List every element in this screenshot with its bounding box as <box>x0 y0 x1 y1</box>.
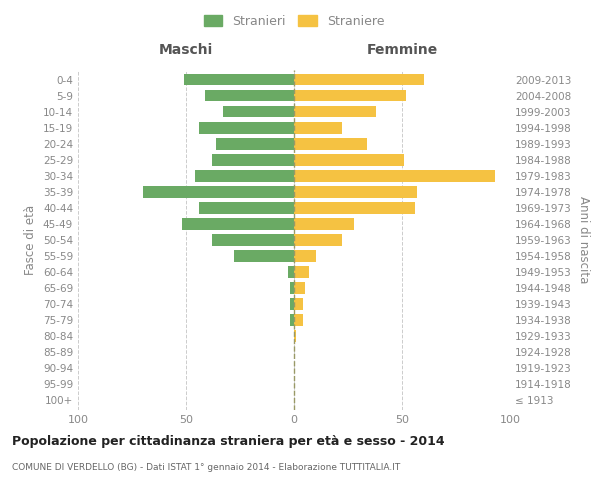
Bar <box>212 154 294 166</box>
Bar <box>294 330 296 342</box>
Bar <box>205 90 294 102</box>
Y-axis label: Fasce di età: Fasce di età <box>25 205 37 275</box>
Bar <box>290 314 294 326</box>
Bar <box>199 202 294 213</box>
Bar <box>294 170 495 181</box>
Bar <box>233 250 294 262</box>
Bar <box>184 74 294 86</box>
Bar <box>294 154 404 166</box>
Bar <box>294 74 424 86</box>
Bar <box>143 186 294 198</box>
Bar <box>199 122 294 134</box>
Bar <box>290 282 294 294</box>
Bar <box>294 298 302 310</box>
Text: Femmine: Femmine <box>367 44 437 58</box>
Bar <box>294 314 302 326</box>
Bar <box>216 138 294 149</box>
Bar <box>194 170 294 181</box>
Y-axis label: Anni di nascita: Anni di nascita <box>577 196 590 284</box>
Bar <box>294 218 355 230</box>
Bar <box>294 202 415 213</box>
Bar <box>294 250 316 262</box>
Bar <box>294 138 367 149</box>
Text: Maschi: Maschi <box>159 44 213 58</box>
Text: Popolazione per cittadinanza straniera per età e sesso - 2014: Popolazione per cittadinanza straniera p… <box>12 435 445 448</box>
Bar <box>290 298 294 310</box>
Bar <box>294 106 376 118</box>
Bar <box>294 186 417 198</box>
Bar <box>294 90 406 102</box>
Bar <box>287 266 294 278</box>
Bar <box>294 122 341 134</box>
Bar <box>182 218 294 230</box>
Bar <box>294 282 305 294</box>
Text: COMUNE DI VERDELLO (BG) - Dati ISTAT 1° gennaio 2014 - Elaborazione TUTTITALIA.I: COMUNE DI VERDELLO (BG) - Dati ISTAT 1° … <box>12 462 400 471</box>
Bar <box>212 234 294 246</box>
Bar <box>223 106 294 118</box>
Bar <box>294 234 341 246</box>
Bar <box>294 266 309 278</box>
Legend: Stranieri, Straniere: Stranieri, Straniere <box>203 15 385 28</box>
